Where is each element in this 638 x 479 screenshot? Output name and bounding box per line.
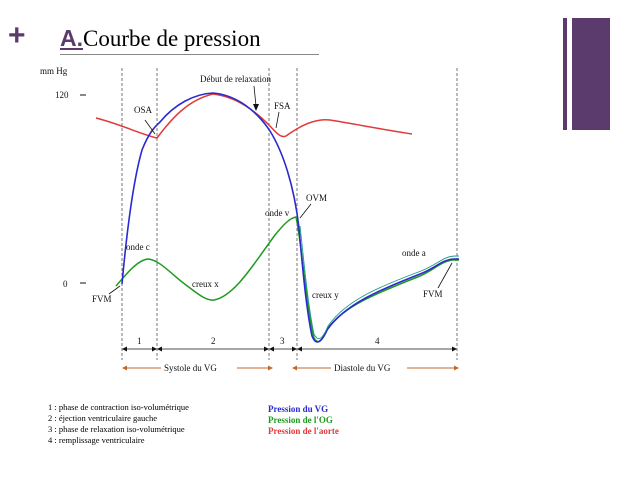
label-osa: OSA [134, 105, 153, 115]
label-debut-relaxation: Début de relaxation [200, 74, 271, 84]
arrow-relaxation [253, 85, 257, 107]
decor-bar-thin [563, 18, 567, 130]
title-letter: A. [60, 25, 83, 51]
curve-la [115, 216, 459, 343]
legend-item: 2 : éjection ventriculaire gauche [48, 413, 158, 423]
arrow-ovm [299, 203, 312, 219]
label-creux-y: creux y [312, 290, 339, 300]
series-label-lv: Pression du VG [268, 404, 329, 414]
label-fvm-left: FVM [92, 294, 112, 304]
arrowhead-icon [452, 346, 457, 352]
slide-title: A.Courbe de pression [60, 25, 261, 52]
series-label-aorta: Pression de l'aorte [268, 426, 339, 436]
arrowhead-icon [269, 346, 274, 352]
curve-aorta [95, 93, 413, 139]
decor-bar-wide [572, 18, 610, 130]
plus-icon: + [8, 19, 26, 52]
phase-label-3: 3 [280, 336, 285, 346]
label-creux-x: creux x [192, 279, 219, 289]
arrowhead-icon [152, 346, 157, 352]
title-underline [60, 54, 319, 55]
series-label-la: Pression de l'OG [268, 415, 333, 425]
label-onde-v: onde v [265, 208, 290, 218]
diastole-label-bg [331, 362, 407, 374]
arrow-fvm-left [108, 285, 121, 295]
arrowhead-icon [297, 346, 302, 352]
arrow-osa [144, 119, 156, 135]
phase-label-4: 4 [375, 336, 380, 346]
diastole-label: Diastole du VG [334, 363, 391, 373]
arrowhead-icon [292, 365, 297, 371]
arrowhead-icon [264, 346, 269, 352]
arrowhead-icon [292, 346, 297, 352]
curve-lv-shadow [299, 225, 459, 340]
arrowhead-relaxation-icon [253, 104, 259, 111]
label-fsa: FSA [274, 101, 291, 111]
arrowhead-icon [122, 346, 127, 352]
label-onde-c: onde c [126, 242, 150, 252]
axis-unit: mm Hg [40, 66, 68, 76]
legend-item: 4 : remplissage ventriculaire [48, 435, 145, 445]
label-ovm: OVM [306, 193, 327, 203]
arrow-fvm-right [437, 262, 453, 289]
label-fvm-right: FVM [423, 289, 443, 299]
arrow-fsa [275, 111, 280, 129]
systole-label-bg [161, 362, 237, 374]
title-text: Courbe de pression [83, 26, 261, 51]
arrowhead-icon [122, 365, 127, 371]
systole-label: Systole du VG [164, 363, 217, 373]
arrowhead-icon [268, 365, 273, 371]
curve-lv [121, 92, 459, 343]
arrowhead-icon [157, 346, 162, 352]
arrowhead-icon [454, 365, 459, 371]
phase-label-2: 2 [211, 336, 216, 346]
axis-tick-0: 0 [63, 279, 68, 289]
axis-tick-120: 120 [55, 90, 69, 100]
legend-item: 3 : phase de relaxation iso-volumétrique [48, 424, 185, 434]
phase-label-1: 1 [137, 336, 142, 346]
label-onde-a: onde a [402, 248, 426, 258]
legend-item: 1 : phase de contraction iso-volumétriqu… [48, 402, 189, 412]
